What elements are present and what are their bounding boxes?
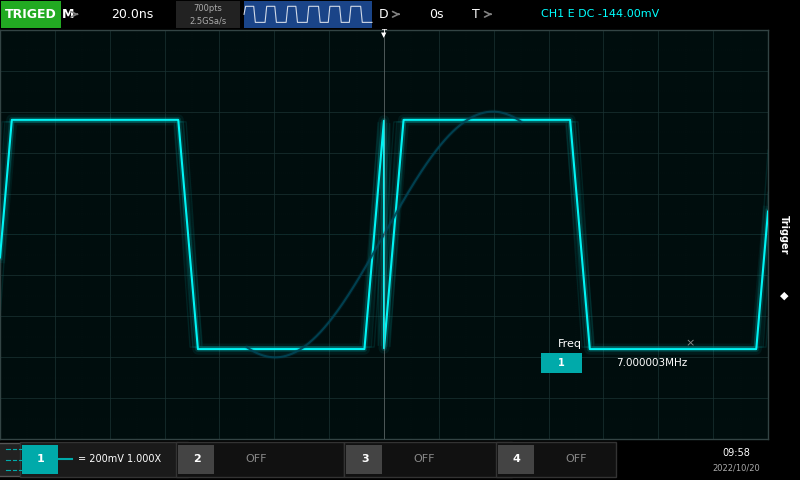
Text: 7.000003MHz: 7.000003MHz	[616, 358, 687, 368]
Text: 09:58: 09:58	[722, 448, 750, 458]
Text: 1: 1	[558, 358, 565, 368]
Text: Freq: Freq	[558, 339, 582, 349]
Text: OFF: OFF	[414, 454, 434, 464]
FancyBboxPatch shape	[176, 1, 240, 28]
Text: 1: 1	[37, 454, 45, 464]
Text: 4: 4	[513, 454, 521, 464]
Text: ▼: ▼	[382, 32, 386, 38]
Text: ◆: ◆	[780, 291, 788, 301]
Text: TRIGED: TRIGED	[5, 8, 56, 21]
FancyBboxPatch shape	[244, 1, 372, 28]
Text: = 200mV 1.000X: = 200mV 1.000X	[78, 454, 162, 464]
FancyBboxPatch shape	[344, 442, 512, 477]
Text: 2.5GSa/s: 2.5GSa/s	[190, 17, 226, 26]
FancyBboxPatch shape	[22, 445, 58, 474]
FancyBboxPatch shape	[346, 445, 382, 474]
Text: T: T	[472, 8, 480, 21]
FancyBboxPatch shape	[176, 442, 344, 477]
Text: 20.0ns: 20.0ns	[111, 8, 153, 21]
Text: 2022/10/20: 2022/10/20	[712, 463, 760, 472]
Text: M: M	[62, 8, 74, 21]
Text: CH1 E DC -144.00mV: CH1 E DC -144.00mV	[541, 9, 659, 19]
FancyBboxPatch shape	[20, 442, 188, 477]
Text: 700pts: 700pts	[194, 4, 222, 13]
Text: T: T	[382, 29, 386, 38]
Text: 2: 2	[193, 454, 201, 464]
FancyBboxPatch shape	[0, 443, 34, 476]
FancyBboxPatch shape	[1, 1, 61, 28]
Text: D: D	[379, 8, 389, 21]
FancyBboxPatch shape	[498, 445, 534, 474]
FancyBboxPatch shape	[542, 353, 582, 373]
Text: 0s: 0s	[429, 8, 443, 21]
Text: OFF: OFF	[566, 454, 586, 464]
Text: Trigger: Trigger	[779, 215, 789, 254]
Text: 3: 3	[361, 454, 369, 464]
Text: OFF: OFF	[246, 454, 266, 464]
FancyBboxPatch shape	[496, 442, 616, 477]
Text: ×: ×	[686, 339, 695, 349]
FancyBboxPatch shape	[178, 445, 214, 474]
